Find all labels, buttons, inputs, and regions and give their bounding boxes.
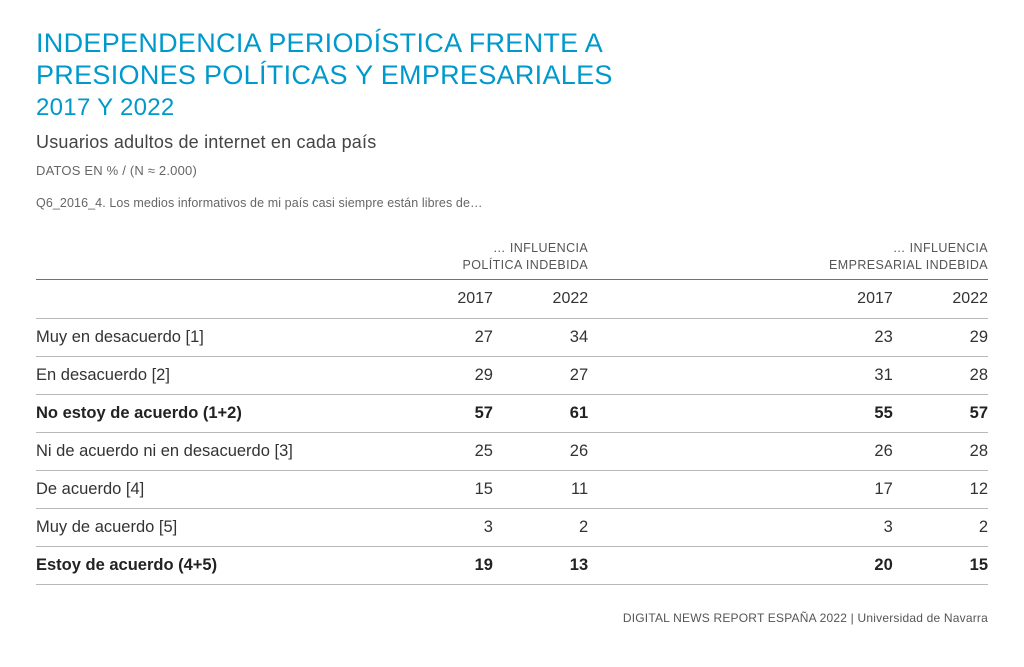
data-table: … INFLUENCIAPOLÍTICA INDEBIDA … INFLUENC… <box>36 240 988 586</box>
year-header: 2022 <box>893 280 988 319</box>
gap-cell <box>588 433 797 471</box>
data-cell: 12 <box>893 471 988 509</box>
data-cell: 57 <box>398 395 493 433</box>
data-cell: 23 <box>798 319 893 357</box>
table-row: Estoy de acuerdo (4+5)1913 2015 <box>36 547 988 585</box>
data-cell: 17 <box>798 471 893 509</box>
gap-cell <box>588 357 797 395</box>
data-cell: 2 <box>893 509 988 547</box>
row-label: De acuerdo [4] <box>36 471 398 509</box>
description: Usuarios adultos de internet en cada paí… <box>36 132 988 153</box>
year-header-row: 2017 2022 2017 2022 <box>36 280 988 319</box>
row-label: No estoy de acuerdo (1+2) <box>36 395 398 433</box>
year-header: 2022 <box>493 280 588 319</box>
title-years: 2017 Y 2022 <box>36 94 988 122</box>
data-cell: 25 <box>398 433 493 471</box>
data-cell: 55 <box>798 395 893 433</box>
data-cell: 15 <box>398 471 493 509</box>
data-cell: 3 <box>798 509 893 547</box>
meta-info: DATOS EN % / (N ≈ 2.000) <box>36 163 988 178</box>
data-cell: 26 <box>493 433 588 471</box>
table-row: De acuerdo [4]1511 1712 <box>36 471 988 509</box>
gap-cell <box>588 547 797 585</box>
data-cell: 26 <box>798 433 893 471</box>
gap-cell <box>588 471 797 509</box>
row-label: Muy de acuerdo [5] <box>36 509 398 547</box>
data-cell: 13 <box>493 547 588 585</box>
data-cell: 29 <box>893 319 988 357</box>
data-cell: 29 <box>398 357 493 395</box>
data-cell: 57 <box>893 395 988 433</box>
data-cell: 28 <box>893 433 988 471</box>
data-cell: 34 <box>493 319 588 357</box>
data-cell: 27 <box>398 319 493 357</box>
data-cell: 61 <box>493 395 588 433</box>
year-header: 2017 <box>398 280 493 319</box>
table-row: Ni de acuerdo ni en desacuerdo [3]252626… <box>36 433 988 471</box>
data-cell: 28 <box>893 357 988 395</box>
row-label: Estoy de acuerdo (4+5) <box>36 547 398 585</box>
data-cell: 11 <box>493 471 588 509</box>
title-line-1: INDEPENDENCIA PERIODÍSTICA FRENTE A <box>36 28 603 58</box>
gap-cell <box>588 395 797 433</box>
data-cell: 31 <box>798 357 893 395</box>
row-label: Ni de acuerdo ni en desacuerdo [3] <box>36 433 398 471</box>
group-header-politica: … INFLUENCIAPOLÍTICA INDEBIDA <box>398 240 588 280</box>
data-cell: 3 <box>398 509 493 547</box>
data-cell: 19 <box>398 547 493 585</box>
table-row: No estoy de acuerdo (1+2)57615557 <box>36 395 988 433</box>
row-label: En desacuerdo [2] <box>36 357 398 395</box>
gap-cell <box>588 319 797 357</box>
question-text: Q6_2016_4. Los medios informativos de mi… <box>36 196 988 210</box>
table-row: Muy en desacuerdo [1]2734 2329 <box>36 319 988 357</box>
page-title: INDEPENDENCIA PERIODÍSTICA FRENTE A PRES… <box>36 28 988 92</box>
data-cell: 2 <box>493 509 588 547</box>
table-row: Muy de acuerdo [5]3232 <box>36 509 988 547</box>
year-header: 2017 <box>798 280 893 319</box>
footer-credit: DIGITAL NEWS REPORT ESPAÑA 2022 | Univer… <box>36 611 988 625</box>
group-header-empresarial: … INFLUENCIAEMPRESARIAL INDEBIDA <box>798 240 988 280</box>
data-cell: 15 <box>893 547 988 585</box>
data-cell: 27 <box>493 357 588 395</box>
title-line-2: PRESIONES POLÍTICAS Y EMPRESARIALES <box>36 60 613 90</box>
gap-cell <box>588 509 797 547</box>
table-row: En desacuerdo [2]2927 3128 <box>36 357 988 395</box>
group-header-row: … INFLUENCIAPOLÍTICA INDEBIDA … INFLUENC… <box>36 240 988 280</box>
data-cell: 20 <box>798 547 893 585</box>
row-label: Muy en desacuerdo [1] <box>36 319 398 357</box>
